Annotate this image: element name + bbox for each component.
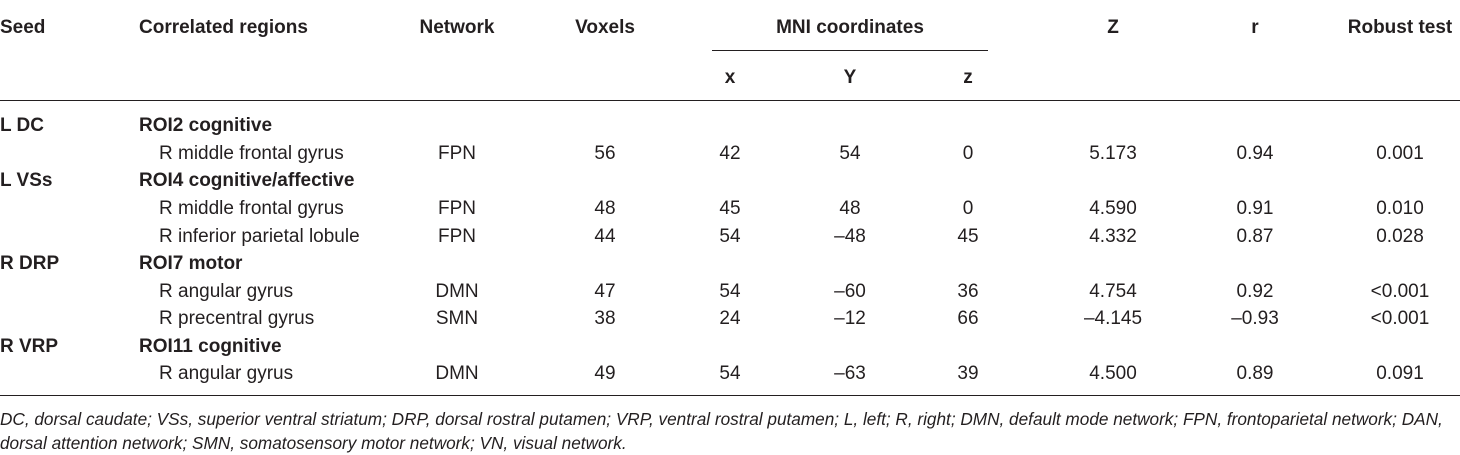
network-cell: SMN: [435, 308, 479, 329]
y-cell: –48: [834, 226, 866, 247]
region-cell: R precentral gyrus: [159, 308, 315, 329]
Z-score-cell: 4.500: [1089, 363, 1137, 384]
header-seed: Seed: [0, 17, 46, 38]
x-cell: 42: [719, 143, 741, 164]
network-cell: FPN: [438, 143, 476, 164]
seed-label: R DRP: [0, 253, 60, 274]
Z-score-cell: 5.173: [1089, 143, 1137, 164]
header-z: z: [963, 67, 973, 88]
Z-score-cell: 4.754: [1089, 281, 1137, 302]
region-cell: R angular gyrus: [159, 281, 294, 302]
table-footnote: DC, dorsal caudate; VSs, superior ventra…: [0, 409, 1443, 453]
robust-cell: 0.001: [1376, 143, 1424, 164]
header-mni-coordinates: MNI coordinates: [776, 17, 924, 38]
voxels-cell: 44: [594, 226, 616, 247]
network-cell: DMN: [435, 281, 479, 302]
header-x: x: [724, 67, 736, 88]
voxels-cell: 56: [594, 143, 616, 164]
y-cell: –60: [834, 281, 866, 302]
region-cell: R middle frontal gyrus: [159, 198, 344, 219]
z-cell: 39: [957, 363, 979, 384]
r-cell: 0.92: [1236, 281, 1274, 302]
y-cell: 48: [839, 198, 861, 219]
header-network: Network: [419, 17, 495, 38]
y-cell: 54: [839, 143, 861, 164]
region-cell: R middle frontal gyrus: [159, 143, 344, 164]
x-cell: 24: [719, 308, 741, 329]
Z-score-cell: 4.332: [1089, 226, 1137, 247]
y-cell: –63: [834, 363, 866, 384]
z-cell: 36: [957, 281, 979, 302]
header-robust-test: Robust test: [1347, 17, 1453, 38]
voxels-cell: 38: [594, 308, 616, 329]
roi-label: ROI11 cognitive: [139, 336, 282, 357]
z-cell: 66: [957, 308, 979, 329]
z-cell: 45: [957, 226, 979, 247]
x-cell: 54: [719, 281, 741, 302]
roi-label: ROI7 motor: [139, 253, 243, 274]
table-bottom-rule: [0, 395, 1460, 396]
roi-label: ROI2 cognitive: [139, 115, 273, 136]
Z-score-cell: 4.590: [1089, 198, 1137, 219]
header-bottom-rule: [0, 100, 1460, 101]
network-cell: DMN: [435, 363, 479, 384]
header-correlated-regions: Correlated regions: [139, 17, 308, 38]
r-cell: 0.87: [1236, 226, 1274, 247]
roi-label: ROI4 cognitive/affective: [139, 170, 355, 191]
seed-label: L VSs: [0, 170, 53, 191]
r-cell: –0.93: [1231, 308, 1279, 329]
robust-cell: 0.010: [1376, 198, 1424, 219]
y-cell: –12: [834, 308, 866, 329]
z-cell: 0: [962, 198, 974, 219]
robust-cell: <0.001: [1370, 281, 1430, 302]
x-cell: 54: [719, 226, 741, 247]
seed-label: L DC: [0, 115, 44, 136]
robust-cell: 0.091: [1376, 363, 1424, 384]
header-r: r: [1251, 17, 1259, 38]
voxels-cell: 49: [594, 363, 616, 384]
seed-label: R VRP: [0, 336, 59, 357]
region-cell: R angular gyrus: [159, 363, 294, 384]
x-cell: 54: [719, 363, 741, 384]
network-cell: FPN: [438, 226, 476, 247]
voxels-cell: 47: [594, 281, 616, 302]
r-cell: 0.94: [1236, 143, 1274, 164]
r-cell: 0.91: [1236, 198, 1274, 219]
robust-cell: <0.001: [1370, 308, 1430, 329]
voxels-cell: 48: [594, 198, 616, 219]
z-cell: 0: [962, 143, 974, 164]
header-voxels: Voxels: [575, 17, 635, 38]
r-cell: 0.89: [1236, 363, 1274, 384]
Z-score-cell: –4.145: [1083, 308, 1143, 329]
mni-underline-rule: [712, 50, 988, 51]
robust-cell: 0.028: [1376, 226, 1424, 247]
header-Z-score: Z: [1107, 17, 1119, 38]
header-y: Y: [843, 67, 857, 88]
network-cell: FPN: [438, 198, 476, 219]
region-cell: R inferior parietal lobule: [159, 226, 360, 247]
x-cell: 45: [719, 198, 741, 219]
